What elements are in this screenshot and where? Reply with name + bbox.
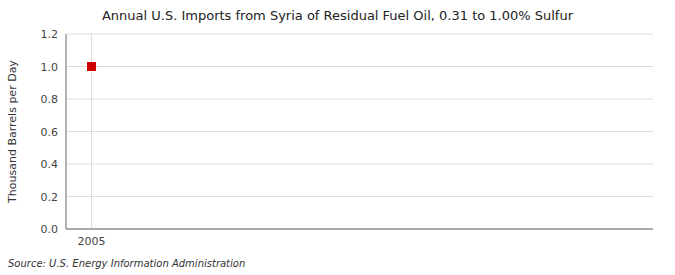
y-tick-label: 1.0 — [41, 61, 59, 74]
chart-container: Annual U.S. Imports from Syria of Residu… — [0, 0, 675, 275]
y-grid-line — [66, 196, 653, 197]
y-grid-line — [66, 34, 653, 35]
y-tick-label: 0.8 — [41, 93, 59, 106]
y-tick-label: 0.4 — [41, 158, 59, 171]
source-note: Source: U.S. Energy Information Administ… — [8, 258, 245, 269]
data-points — [88, 63, 96, 71]
data-point — [88, 63, 96, 71]
x-tick-label: 2005 — [78, 235, 106, 248]
y-axis-line — [66, 34, 67, 229]
y-grid-line — [66, 229, 653, 230]
y-grid-line — [66, 131, 653, 132]
y-grid-line — [66, 66, 653, 67]
x-axis-line — [66, 229, 653, 230]
y-tick-label: 0.6 — [41, 126, 59, 139]
y-axis-label: Thousand Barrels per Day — [6, 60, 19, 204]
y-grid-line — [66, 99, 653, 100]
chart: Annual U.S. Imports from Syria of Residu… — [0, 0, 675, 275]
y-grid-line — [66, 164, 653, 165]
title: Annual U.S. Imports from Syria of Residu… — [102, 8, 574, 23]
y-tick-label: 0.2 — [41, 191, 59, 204]
grid — [66, 34, 653, 229]
y-tick-label: 1.2 — [41, 28, 59, 41]
ticks: 0.0 0.2 0.4 0.6 0.8 1.0 1.2 2005 — [41, 28, 106, 248]
y-tick-label: 0.0 — [41, 223, 59, 236]
